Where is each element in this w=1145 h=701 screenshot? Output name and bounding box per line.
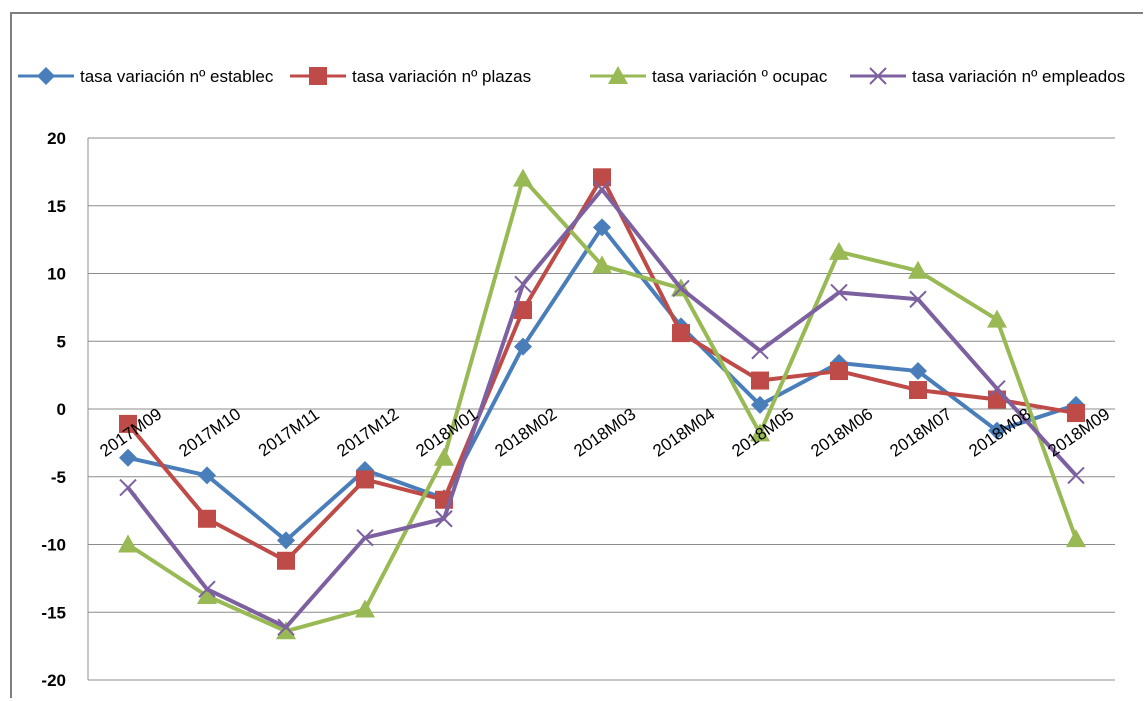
data-point (197, 585, 217, 604)
data-point (276, 621, 296, 640)
x-tick-label: 2017M10 (175, 404, 244, 460)
y-tick-label: -10 (41, 536, 66, 555)
data-point (1066, 529, 1086, 548)
x-tick-label: 2018M05 (728, 404, 797, 460)
chart-frame (10, 12, 1143, 698)
x-tick-label: 2017M11 (255, 405, 323, 461)
data-point (277, 551, 295, 570)
y-tick-label: 0 (57, 400, 66, 419)
data-point (988, 379, 1006, 398)
data-point (198, 509, 216, 528)
data-point (830, 362, 848, 381)
data-point (608, 66, 628, 84)
legend-label: tasa variación º ocupac (652, 67, 828, 86)
y-tick-label: 10 (47, 265, 66, 284)
series-line (126, 176, 1078, 634)
data-point (119, 414, 137, 433)
series-3 (118, 168, 1086, 640)
legend-item: tasa variación nº empleados (850, 67, 1125, 86)
x-tick-label: 2018M06 (807, 404, 876, 460)
data-point (672, 324, 690, 343)
series-line (126, 187, 1078, 630)
data-point (593, 180, 611, 199)
data-point (277, 618, 295, 636)
x-tick-label: 2017M12 (333, 404, 402, 460)
y-tick-label: -15 (41, 603, 66, 622)
y-tick-label: -20 (41, 671, 66, 690)
series-2 (119, 168, 1085, 570)
data-point (309, 67, 327, 85)
x-tick-label: 2018M03 (570, 404, 639, 460)
data-point (869, 67, 887, 85)
data-point (672, 279, 690, 298)
data-point (435, 510, 453, 528)
data-point (37, 67, 55, 85)
legend-label: tasa variación nº empleados (912, 67, 1125, 86)
series-line (127, 225, 1077, 543)
x-axis: 2017M09 2017M10 2017M11 2017M12 2018M01 2018M… (96, 404, 1113, 460)
data-point (198, 466, 216, 485)
data-point (514, 301, 532, 320)
data-point (988, 421, 1006, 440)
legend-item: tasa variación nº plazas (290, 67, 531, 86)
data-point (909, 290, 927, 308)
y-tick-label: 15 (47, 197, 66, 216)
y-axis: 20 15 10 5 0 -5 -10 -15 -20 (41, 129, 89, 690)
y-tick-label: 20 (47, 129, 66, 148)
data-point (119, 478, 137, 497)
data-point (514, 275, 532, 294)
legend-item: tasa variación º ocupac (590, 66, 828, 86)
data-point (1067, 404, 1085, 423)
data-point (434, 447, 454, 466)
data-point (750, 423, 770, 442)
data-point (987, 309, 1007, 328)
y-tick-label: 5 (57, 332, 66, 351)
y-tick-label: -5 (51, 468, 66, 487)
data-point (830, 283, 848, 302)
data-point (356, 470, 374, 489)
data-point (593, 218, 611, 237)
legend-label: tasa variación nº establec (80, 67, 274, 86)
series-4 (119, 180, 1085, 636)
data-point (909, 362, 927, 381)
x-tick-label: 2018M07 (886, 404, 955, 460)
data-point (1067, 466, 1085, 485)
data-point (751, 395, 769, 414)
data-point (119, 448, 137, 467)
data-point (592, 255, 612, 274)
data-point (355, 599, 375, 618)
x-tick-label: 2018M04 (649, 404, 718, 460)
data-point (513, 168, 533, 187)
data-point (751, 371, 769, 390)
data-point (751, 342, 769, 360)
legend-label: tasa variación nº plazas (352, 67, 531, 86)
data-point (118, 534, 138, 553)
series-lines (118, 168, 1086, 640)
data-point (198, 580, 216, 598)
data-point (356, 529, 374, 547)
data-point (829, 241, 849, 260)
legend-item: tasa variación nº establec (18, 67, 274, 86)
data-point (277, 531, 295, 550)
data-point (514, 337, 532, 356)
legend: tasa variación nº establec tasa variación… (18, 66, 1125, 86)
data-point (593, 168, 611, 187)
data-point (908, 260, 928, 279)
data-point (909, 381, 927, 400)
x-tick-label: 2018M02 (491, 404, 560, 460)
